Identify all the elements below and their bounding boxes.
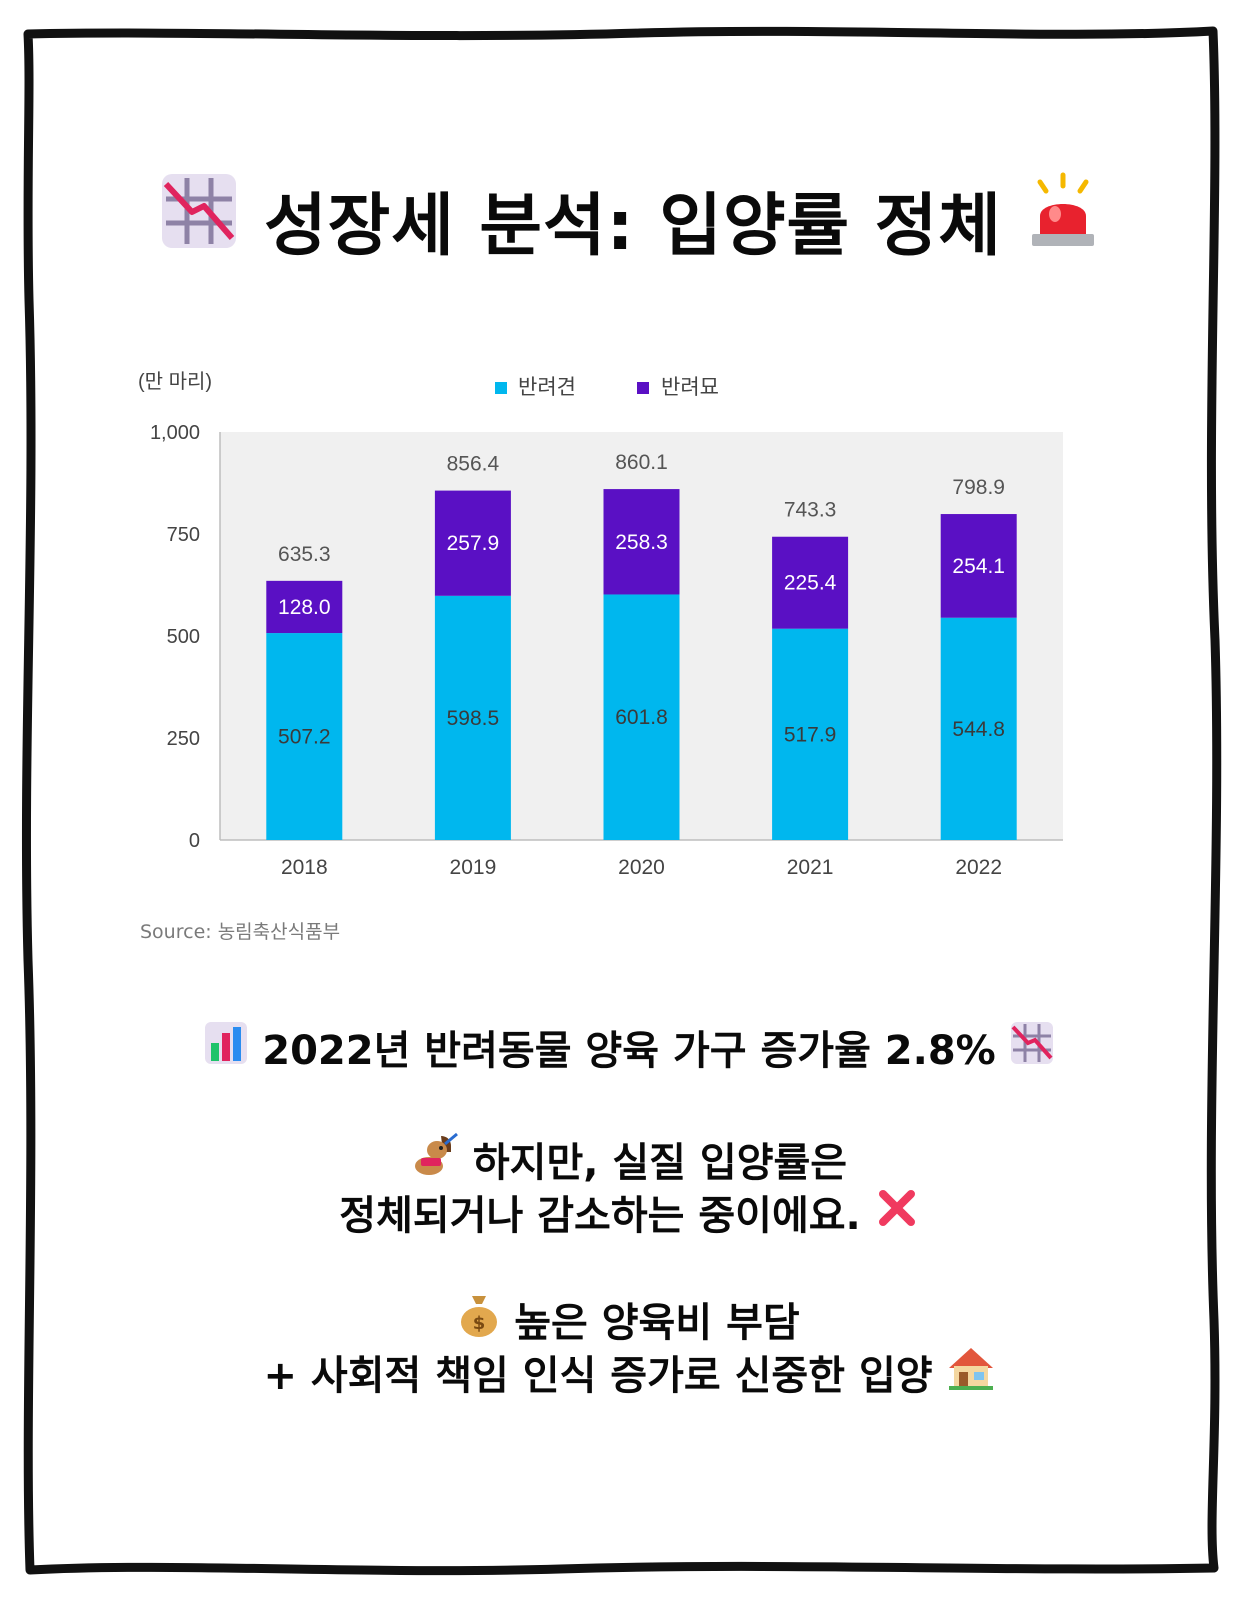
bar-segment-cat <box>266 580 343 634</box>
bar-chart-icon <box>204 1021 248 1081</box>
adoption-text-1: 하지만, 실질 입양률은 <box>472 1140 848 1186</box>
cost-line-2: + 사회적 책임 인식 증가로 신중한 입양 <box>0 1345 1258 1406</box>
legend-swatch-cat <box>637 382 649 394</box>
money-bag-icon: $ <box>458 1292 500 1354</box>
data-label-dog: 544.8 <box>952 718 1005 741</box>
data-label-cat: 225.4 <box>784 572 837 595</box>
x-tick-label: 2018 <box>281 856 328 879</box>
data-label-cat: 258.3 <box>615 531 668 554</box>
x-tick-label: 2019 <box>450 856 497 879</box>
data-label-cat: 128.0 <box>278 596 331 619</box>
adoption-line-2: 정체되거나 감소하는 중이에요. <box>0 1185 1258 1246</box>
cross-mark-icon <box>875 1186 919 1246</box>
bar-segment-cat <box>603 489 680 595</box>
service-dog-icon <box>411 1132 459 1194</box>
y-tick-label: 1,000 <box>150 422 200 444</box>
legend: 반려견 반려묘 <box>495 376 719 399</box>
legend-swatch-dog <box>495 382 507 394</box>
legend-label-cat: 반려묘 <box>661 376 719 399</box>
bar-segment-cat <box>434 490 511 596</box>
bar-segment-dog <box>772 628 849 840</box>
total-label: 856.4 <box>447 453 500 476</box>
total-label: 635.3 <box>278 543 331 566</box>
x-tick-label: 2020 <box>618 856 665 879</box>
data-label-dog: 601.8 <box>615 706 668 729</box>
y-tick-label: 250 <box>167 728 200 750</box>
bar-segment-dog <box>603 594 680 840</box>
bar-segment-dog <box>434 595 511 840</box>
cost-text-1: 높은 양육비 부담 <box>514 1300 800 1346</box>
cost-line-1: $ 높은 양육비 부담 <box>0 1292 1258 1354</box>
cost-text-2: + 사회적 책임 인식 증가로 신중한 입양 <box>263 1353 933 1399</box>
y-unit-label: (만 마리) <box>138 370 212 393</box>
y-tick-label: 750 <box>167 524 200 546</box>
svg-text:$: $ <box>473 1313 486 1334</box>
x-tick-label: 2022 <box>955 856 1002 879</box>
y-tick-label: 500 <box>167 626 200 648</box>
chart-decreasing-icon <box>160 172 238 267</box>
bar-segment-dog <box>940 617 1017 840</box>
growth-rate-line: 2022년 반려동물 양육 가구 증가율 2.8% <box>0 1020 1258 1081</box>
total-label: 798.9 <box>952 476 1005 499</box>
data-label-dog: 598.5 <box>447 707 500 730</box>
bar-segment-cat <box>940 514 1017 618</box>
stacked-bar-chart: (만 마리) 반려견 반려묘 0 250 500 750 1,000 2018 507.2… <box>138 370 1063 879</box>
data-label-dog: 517.9 <box>784 723 837 746</box>
adoption-line-1: 하지만, 실질 입양률은 <box>0 1132 1258 1194</box>
chart-source: Source: 농림축산식품부 <box>140 921 341 943</box>
x-tick-label: 2021 <box>787 856 834 879</box>
data-label-dog: 507.2 <box>278 726 331 749</box>
bar-segment-dog <box>266 633 343 840</box>
legend-label-dog: 반려견 <box>518 376 576 399</box>
title-text: 성장세 분석: 입양률 정체 <box>264 187 1002 266</box>
growth-rate-text: 2022년 반려동물 양육 가구 증가율 2.8% <box>262 1028 996 1074</box>
house-icon <box>947 1346 995 1406</box>
page-title: 성장세 분석: 입양률 정체 <box>0 170 1258 269</box>
total-label: 743.3 <box>784 499 837 522</box>
bar-segment-cat <box>772 536 849 629</box>
data-label-cat: 257.9 <box>447 532 500 555</box>
total-label: 860.1 <box>615 451 668 474</box>
chart-decreasing-icon <box>1010 1021 1054 1081</box>
data-label-cat: 254.1 <box>952 555 1005 578</box>
adoption-text-2: 정체되거나 감소하는 중이에요. <box>339 1193 861 1239</box>
police-light-icon <box>1028 172 1098 267</box>
y-tick-label: 0 <box>189 830 200 852</box>
